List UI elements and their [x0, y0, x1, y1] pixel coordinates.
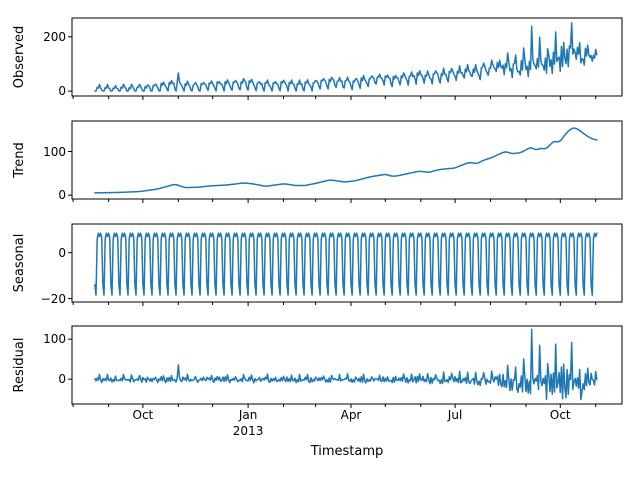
y-tick-label: 0 [58, 84, 66, 99]
observed-panel-plot [94, 22, 598, 92]
x-tick-label: Jul [447, 408, 463, 422]
trend-panel-plot [94, 127, 598, 194]
y-tick-label: −20 [40, 291, 66, 306]
x-year-label: 2013 [232, 424, 264, 438]
y-tick-label: 0 [58, 188, 66, 203]
residual-series-line [94, 328, 598, 401]
x-axis-title: Timestamp [310, 444, 384, 459]
y-tick-label: 0 [58, 372, 66, 387]
x-tick-label: Oct [549, 408, 571, 422]
x-tick-label: Jan [238, 408, 258, 422]
seasonal-panel-plot [94, 232, 598, 296]
y-tick-label: 100 [43, 332, 66, 347]
x-tick-label: Apr [340, 408, 362, 422]
seasonal-series-line [94, 232, 598, 296]
y-tick-label: 200 [43, 29, 66, 44]
y-tick-label: 0 [58, 245, 66, 260]
ylabel-residual: Residual [12, 337, 27, 393]
x-tick-label: Oct [132, 408, 154, 422]
residual-panel-plot [94, 328, 598, 401]
y-tick-label: 100 [43, 144, 66, 159]
trend-series-line [94, 127, 598, 194]
observed-series-line [94, 22, 598, 92]
